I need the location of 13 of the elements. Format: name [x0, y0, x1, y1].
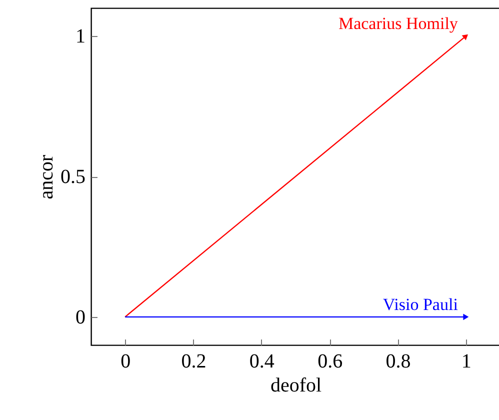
x-tick-label: 0.6: [318, 350, 343, 372]
x-tick-label: 0.8: [386, 350, 411, 372]
x-tick-label: 0: [120, 350, 131, 372]
y-axis-title: ancor: [36, 154, 58, 200]
y-tick-label: 1: [76, 26, 86, 48]
series-label: Visio Pauli: [382, 294, 458, 314]
x-axis-title: deofol: [270, 374, 322, 396]
x-tick-label: 1: [461, 350, 472, 372]
series-label: Macarius Homily: [338, 14, 458, 34]
y-tick-label: 0: [76, 306, 86, 328]
x-tick-label: 0.2: [181, 350, 206, 372]
y-tick-label: 0.5: [60, 166, 86, 188]
x-tick-label: 0.4: [249, 350, 274, 372]
